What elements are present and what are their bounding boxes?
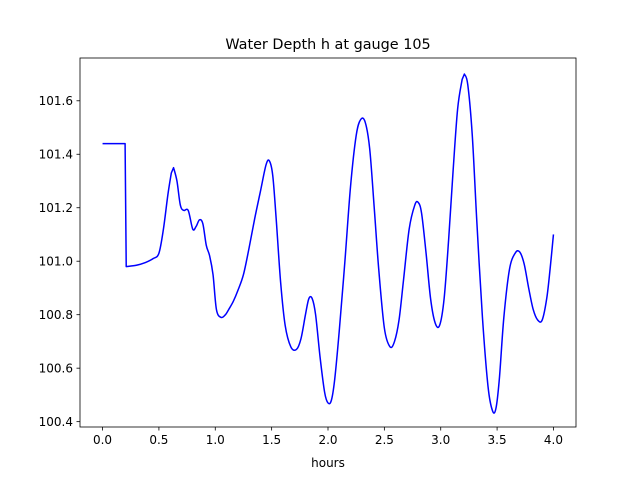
x-tick-label: 1.0 — [206, 433, 225, 447]
axes-frame — [79, 57, 577, 428]
x-tick-label: 0.5 — [149, 433, 168, 447]
x-tick-label: 1.5 — [262, 433, 281, 447]
series-line-water-depth — [102, 73, 555, 414]
x-tick-label: 4.0 — [544, 433, 563, 447]
x-tick-label: 0.0 — [93, 433, 112, 447]
y-axis: 100.4 100.6 100.8 101.0 101.2 101.4 101.6 — [39, 94, 80, 429]
x-tick-label: 2.0 — [318, 433, 337, 447]
y-tick-label: 101.2 — [39, 201, 73, 215]
x-axis-label: hours — [311, 456, 345, 470]
y-tick-label: 100.4 — [39, 415, 73, 429]
y-tick-label: 101.0 — [39, 255, 73, 269]
y-tick-label: 100.6 — [39, 361, 73, 375]
x-axis: 0.0 0.5 1.0 1.5 2.0 2.5 3.0 3.5 4.0 — [93, 427, 563, 447]
y-tick-label: 101.6 — [39, 94, 73, 108]
x-tick-label: 3.5 — [488, 433, 507, 447]
x-tick-label: 2.5 — [375, 433, 394, 447]
y-tick-label: 100.8 — [39, 308, 73, 322]
plot-area — [102, 73, 555, 414]
chart-title: Water Depth h at gauge 105 — [225, 37, 430, 53]
y-tick-label: 101.4 — [39, 148, 73, 162]
x-tick-label: 3.0 — [431, 433, 450, 447]
